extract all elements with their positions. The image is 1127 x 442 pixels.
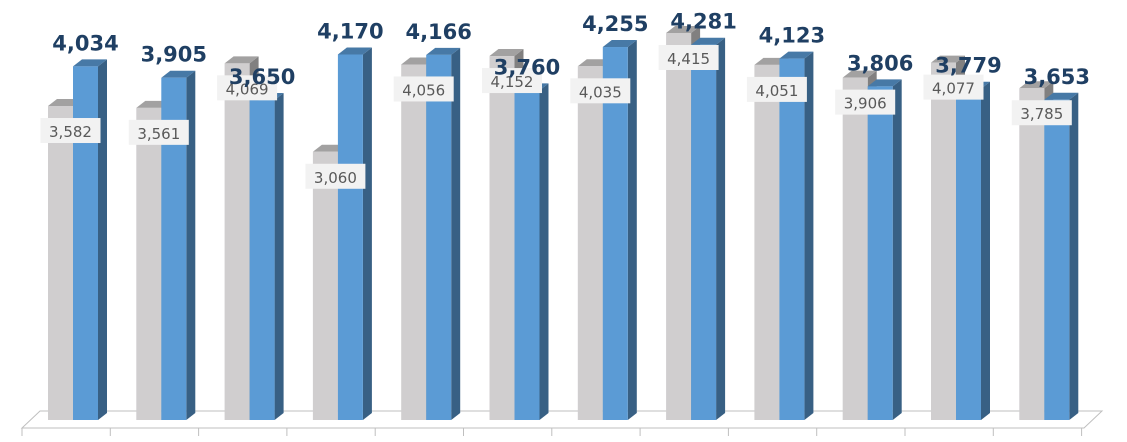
data-label-box xyxy=(746,76,807,102)
data-label-blue-6: 3,760 xyxy=(494,55,560,79)
data-label-gray-9: 4,051 xyxy=(746,76,807,102)
data-label-gray-12: 3,785 xyxy=(1011,100,1072,126)
data-label-box xyxy=(217,75,278,101)
data-label-gray-1: 3,582 xyxy=(40,118,101,144)
data-label-box xyxy=(128,119,189,145)
data-label-gray-2: 3,561 xyxy=(128,119,189,145)
bar-series-group xyxy=(48,26,1079,421)
data-label-gray-text: 3,906 xyxy=(844,95,887,113)
data-label-gray-text: 4,415 xyxy=(667,50,710,68)
data-label-box xyxy=(40,118,101,144)
bar-blue-10 xyxy=(867,79,902,421)
data-label-box xyxy=(570,78,631,104)
data-label-box xyxy=(835,89,896,115)
bar-blue-7 xyxy=(602,40,637,421)
data-label-gray-text: 3,561 xyxy=(137,125,180,143)
bar-blue-9 xyxy=(779,51,814,421)
bar-blue-4 xyxy=(337,47,372,421)
data-label-blue-1: 4,034 xyxy=(52,31,118,55)
bar-blue-5 xyxy=(426,47,461,421)
data-label-blue-11: 3,779 xyxy=(935,54,1001,78)
data-label-gray-3: 4,069 xyxy=(217,75,278,101)
floor-plane xyxy=(20,410,1104,429)
data-label-gray-text: 3,785 xyxy=(1020,105,1063,123)
data-label-gray-7: 4,035 xyxy=(570,78,631,104)
data-label-gray-8: 4,415 xyxy=(658,45,719,70)
data-label-blue-4: 4,170 xyxy=(317,19,383,43)
chart-floor xyxy=(20,410,1104,436)
data-label-box xyxy=(393,76,454,102)
data-label-gray-text: 4,035 xyxy=(579,83,622,101)
data-label-gray-text: 4,056 xyxy=(402,81,445,99)
data-label-box xyxy=(482,68,542,94)
data-label-gray-5: 4,056 xyxy=(393,76,454,102)
data-label-blue-8: 4,281 xyxy=(670,10,736,34)
data-label-gray-10: 3,906 xyxy=(835,89,896,115)
data-label-blue-2: 3,905 xyxy=(141,43,207,67)
data-label-blue-5: 4,166 xyxy=(405,20,471,44)
data-label-blue-3: 3,650 xyxy=(229,65,295,89)
data-label-blue-10: 3,806 xyxy=(847,51,913,75)
data-label-gray-4: 3,060 xyxy=(305,163,366,189)
bar-blue-12 xyxy=(1044,92,1079,421)
data-label-box xyxy=(923,74,984,100)
data-label-gray-6: 4,152 xyxy=(482,68,542,94)
data-label-gray-11: 4,077 xyxy=(923,74,984,100)
data-label-box xyxy=(305,163,366,189)
data-label-blue-9: 4,123 xyxy=(759,24,825,48)
data-label-gray-text: 3,582 xyxy=(49,123,92,141)
data-label-box xyxy=(658,45,719,70)
bar-blue-8 xyxy=(691,37,726,421)
data-label-box xyxy=(1011,100,1072,126)
data-label-gray-text: 4,077 xyxy=(932,80,975,98)
bar-blue-11 xyxy=(956,81,990,421)
data-label-gray-text: 4,051 xyxy=(755,82,798,100)
bar-blue-6 xyxy=(514,83,549,421)
data-label-gray-text: 3,060 xyxy=(314,169,357,187)
bar-blue-3 xyxy=(249,93,284,420)
bar-blue-1 xyxy=(73,59,107,421)
data-label-blue-7: 4,255 xyxy=(582,12,648,36)
data-label-gray-text: 4,069 xyxy=(226,80,269,98)
data-label-gray-text: 4,152 xyxy=(491,73,534,91)
data-label-blue-12: 3,653 xyxy=(1024,65,1090,89)
